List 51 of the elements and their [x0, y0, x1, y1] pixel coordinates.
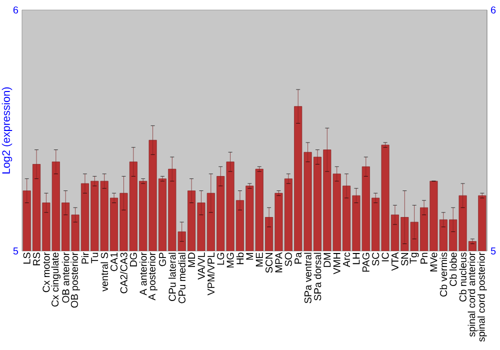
x-tick-label: A posterior [148, 252, 158, 300]
x-tick-label: MVe [430, 252, 438, 272]
x-tick-label: ME [256, 252, 263, 266]
x-tick-label: Cb vermis [440, 252, 448, 297]
x-tick-label: ventral S [100, 252, 108, 292]
x-tick-label: VPM/VPL [207, 252, 215, 296]
x-tick-label: OB posterior [70, 252, 80, 308]
x-tick-label: SPa dorsal [314, 252, 322, 300]
x-tick-label: CPu lateral [168, 252, 176, 301]
x-tick-label: LS [23, 252, 30, 264]
x-tick-label: Tg [410, 252, 419, 264]
x-tick-label: CPu medial [178, 252, 186, 304]
x-tick-label: SO [284, 252, 292, 266]
x-tick-label: Hb [236, 252, 244, 264]
x-tick-label: LG [217, 252, 224, 265]
x-tick-label: MG [226, 252, 234, 268]
x-tick-label: MPA [275, 252, 282, 272]
x-tick-label: DG [130, 252, 137, 266]
x-tick-label: SN [401, 253, 408, 266]
y2-tick-label: 5 [490, 248, 496, 254]
x-tick-label: SPa ventral [304, 252, 312, 304]
x-tick-label: M [246, 253, 254, 260]
x-tick-label: Pir [81, 252, 89, 264]
x-tick-label: Cb lobe [449, 252, 457, 286]
x-tick-label: GP [158, 252, 166, 266]
x-tick-label: MD [188, 252, 195, 267]
x-tick-label: IC [382, 252, 389, 262]
x-tick-label: RS [33, 252, 40, 266]
y-axis-title: Log2 (expression) [2, 87, 12, 174]
x-tick-label: OB anterior [62, 252, 70, 303]
x-tick-label: Cx motor [42, 252, 50, 292]
x-tick-label: A anterior [139, 252, 147, 296]
x-tick-label: Tu [91, 252, 98, 264]
x-tick-label: VA/VL [198, 252, 205, 280]
x-tick-label: Arc [343, 252, 350, 268]
x-tick-label: PAG [362, 252, 370, 272]
x-tick-label: SC [372, 252, 380, 266]
x-tick-label: CA2/CA3 [120, 252, 128, 294]
x-tick-label: DM [324, 253, 331, 267]
x-tick-label: SCN [266, 253, 273, 273]
x-tick-label: spinal cord posterior [478, 252, 487, 342]
x-tick-label: Cb nucleus [459, 252, 466, 302]
x-tick-label: VTA [392, 252, 398, 271]
y2-tick-label: 6 [491, 6, 496, 14]
x-tick-label: spinal cord anterior [468, 252, 478, 337]
x-tick-label: VMH [333, 253, 340, 274]
x-tick-label: Cx cingulate [51, 252, 61, 307]
x-tick-label: Pa [294, 252, 302, 264]
x-tick-label: LH [352, 253, 360, 264]
x-tick-label: CA1 [110, 252, 118, 272]
x-tick-label: Pn [420, 252, 428, 264]
